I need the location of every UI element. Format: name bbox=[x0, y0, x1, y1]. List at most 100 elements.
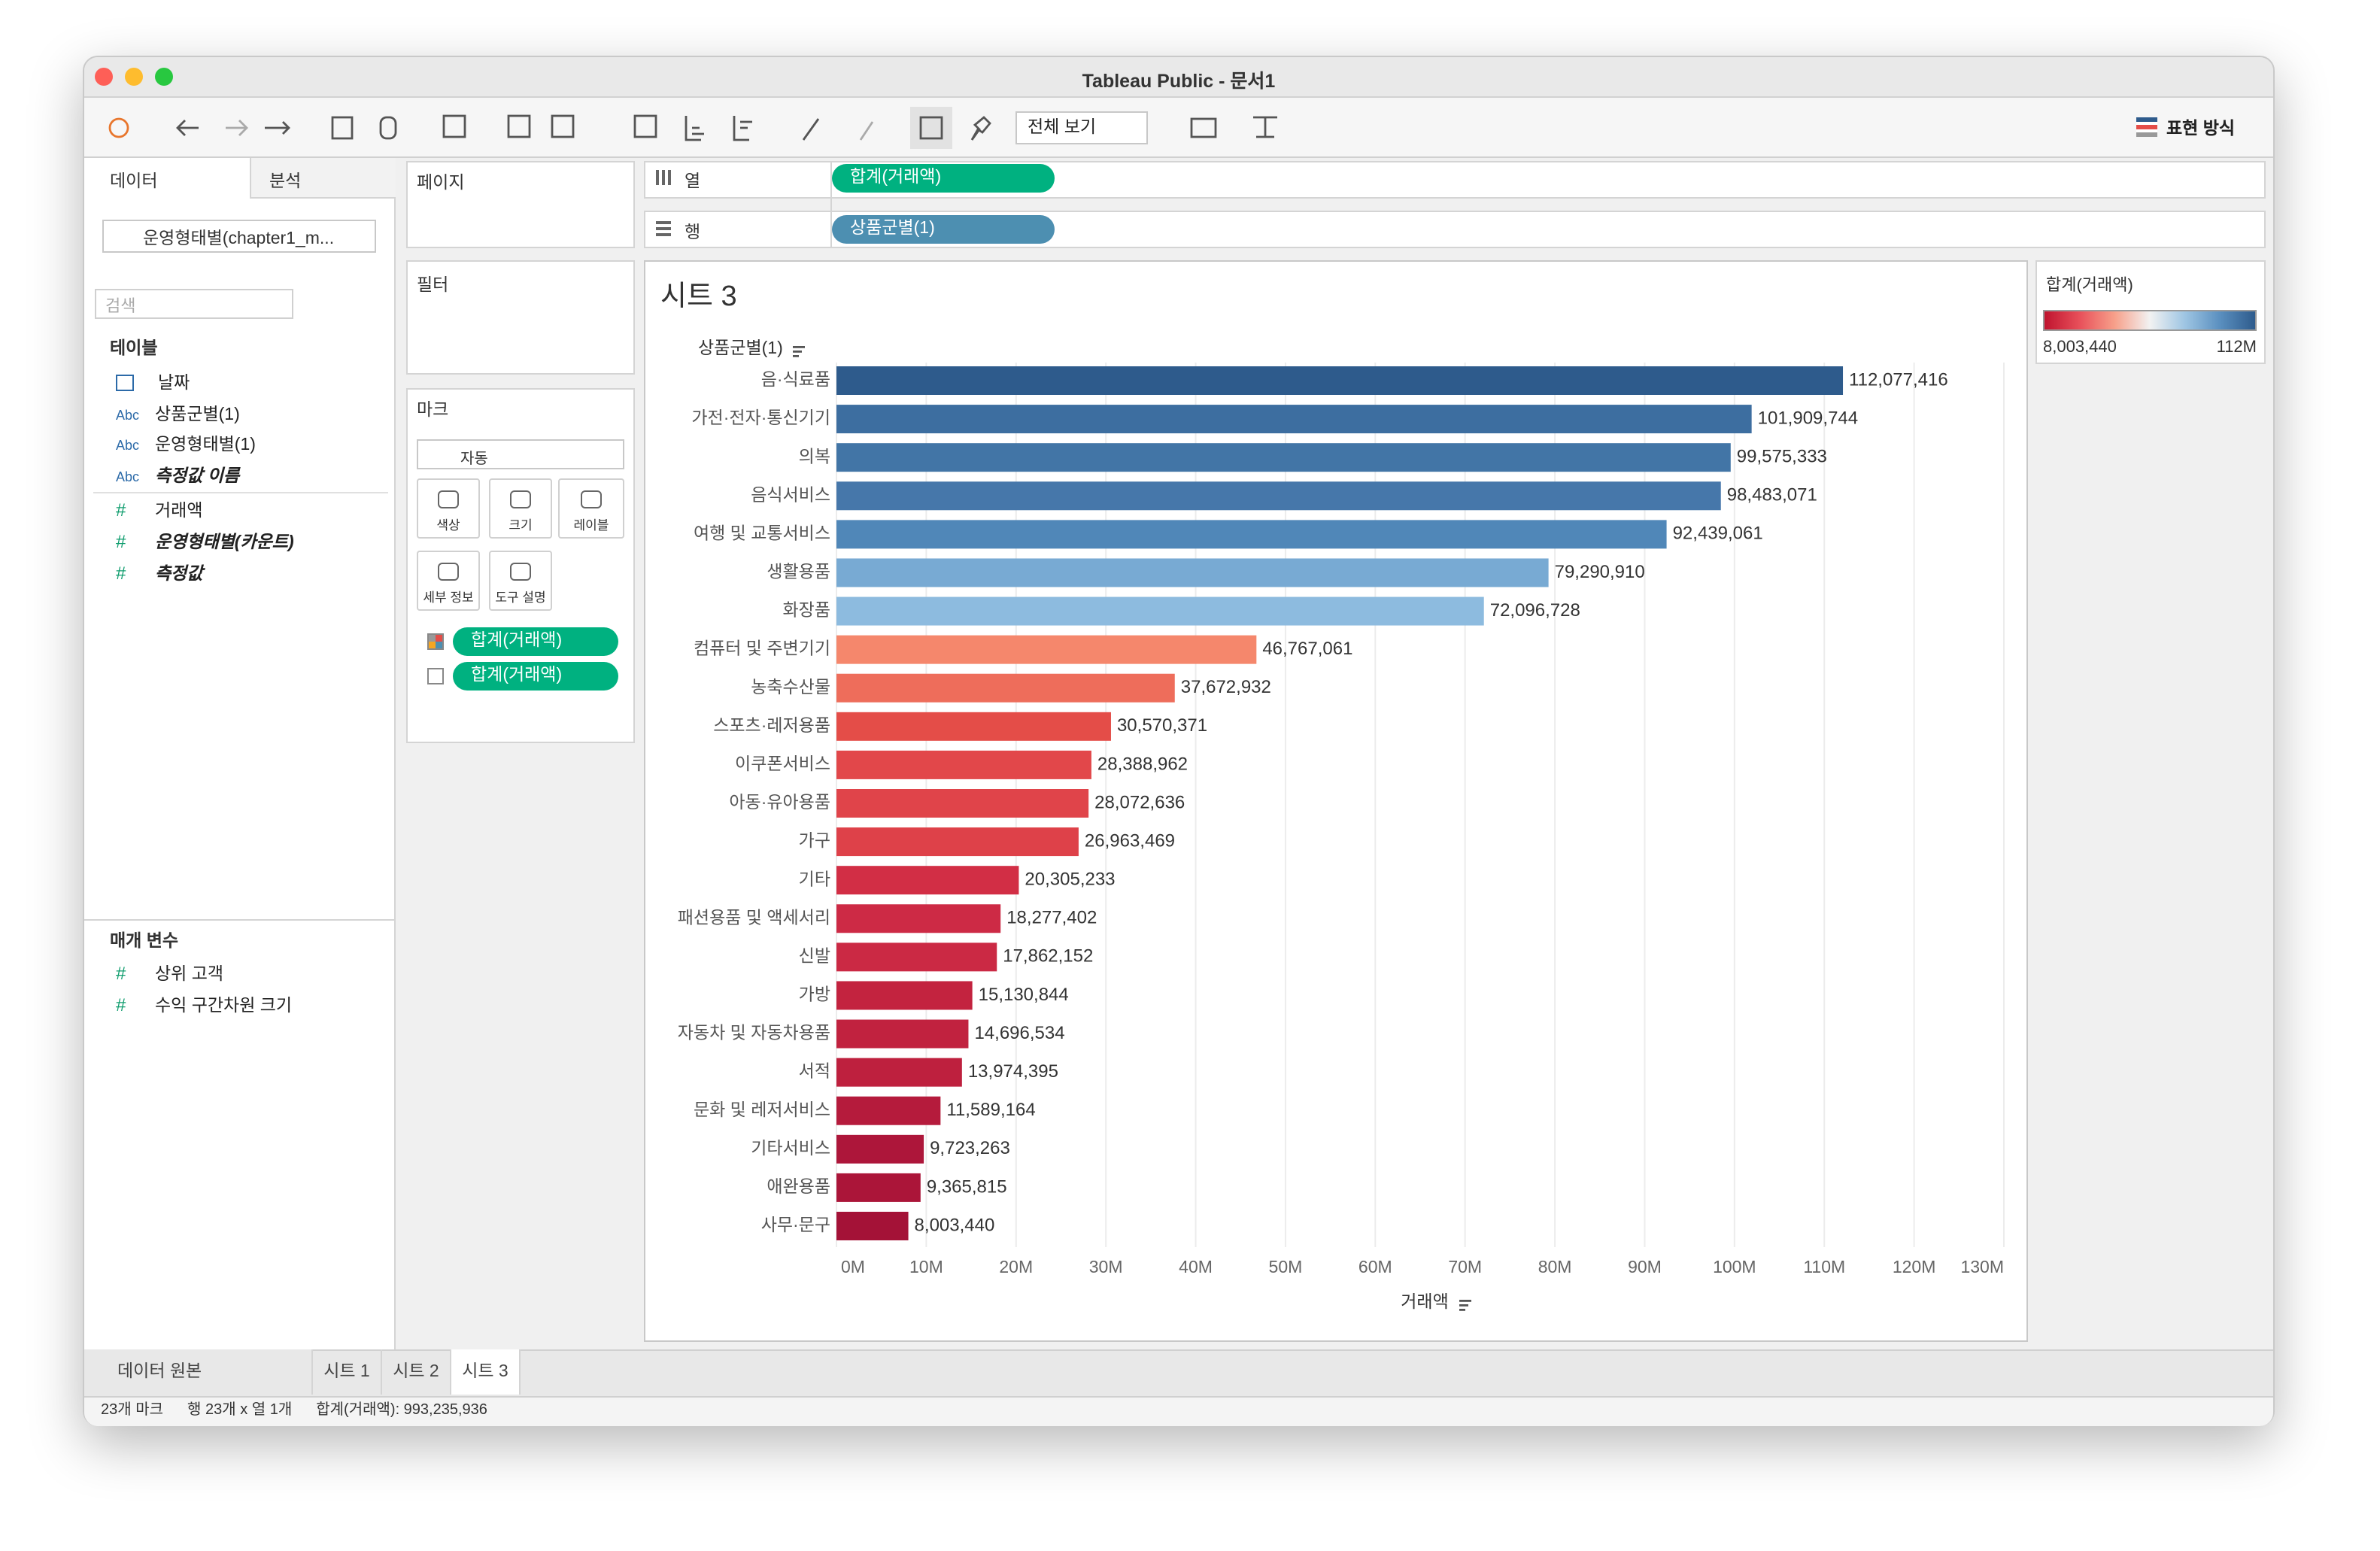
y-tick-label: 생활용품 bbox=[767, 562, 830, 581]
mark-button-label: 색상 bbox=[436, 518, 460, 533]
sort-desc-icon[interactable] bbox=[733, 116, 752, 141]
field[interactable]: # 거래액 bbox=[116, 498, 203, 522]
y-tick-label: 애완용품 bbox=[767, 1176, 830, 1196]
sheet-tab[interactable]: 시트 3 bbox=[451, 1349, 521, 1395]
fit-text: 전체 보기 bbox=[1028, 119, 1097, 137]
pane-tab[interactable]: 데이터 bbox=[110, 173, 158, 191]
parameter[interactable]: # 상위 고객 bbox=[116, 961, 223, 985]
source-tab[interactable]: 데이터 원본 bbox=[84, 1349, 313, 1395]
y-tick-label: 아동·유아용품 bbox=[729, 792, 830, 812]
swap-icon[interactable] bbox=[633, 114, 657, 138]
bar bbox=[836, 1212, 909, 1240]
fit-dropdown[interactable]: 전체 보기 bbox=[1015, 111, 1148, 144]
new-sheet-icon[interactable] bbox=[442, 114, 466, 138]
zoom-button[interactable] bbox=[155, 68, 173, 86]
x-tick-label: 40M bbox=[1179, 1257, 1213, 1276]
pin-icon[interactable] bbox=[970, 116, 991, 141]
pane-tab[interactable]: 분석 bbox=[269, 173, 302, 191]
mark-pill[interactable]: 합계(거래액) bbox=[453, 627, 618, 656]
value-label: 92,439,061 bbox=[1673, 524, 1763, 544]
forward-icon[interactable] bbox=[226, 120, 248, 136]
field[interactable]: Abc 상품군별(1) bbox=[116, 401, 240, 425]
highlight-icon[interactable] bbox=[802, 118, 820, 141]
mark-button[interactable]: 세부 정보 bbox=[417, 551, 480, 611]
value-label: 30,570,371 bbox=[1117, 715, 1207, 736]
legend-title: 합계(거래액) bbox=[2046, 277, 2133, 295]
mark-icon bbox=[510, 563, 531, 581]
bar bbox=[836, 596, 1484, 626]
x-tick-label: 110M bbox=[1803, 1257, 1845, 1276]
field[interactable]: Abc 측정값 이름 bbox=[116, 463, 239, 487]
rows-pill[interactable]: 상품군별(1) bbox=[832, 215, 1055, 244]
filters-shelf[interactable] bbox=[406, 260, 635, 375]
columns-pill[interactable]: 합계(거래액) bbox=[832, 164, 1055, 193]
y-tick-label: 자동차 및 자동차용품 bbox=[678, 1023, 830, 1043]
value-label: 101,909,744 bbox=[1758, 408, 1858, 428]
presentation-icon[interactable] bbox=[1253, 116, 1277, 138]
mark-pill[interactable]: 합계(거래액) bbox=[453, 662, 618, 691]
mark-button-label: 크기 bbox=[508, 518, 533, 533]
x-tick-label: 20M bbox=[999, 1257, 1033, 1276]
bar bbox=[836, 405, 1752, 434]
field[interactable]: # 운영형태별(카운트) bbox=[116, 530, 294, 554]
source-select[interactable] bbox=[102, 220, 376, 253]
bar bbox=[836, 789, 1089, 818]
x-tick-label: 10M bbox=[909, 1257, 943, 1276]
rows-icon bbox=[656, 221, 671, 236]
value-label: 112,077,416 bbox=[1849, 369, 1948, 390]
field-name: 측정값 이름 bbox=[155, 468, 240, 487]
mark-button[interactable]: 색상 bbox=[417, 478, 480, 539]
marks-label: 마크 bbox=[417, 402, 449, 420]
group-icon[interactable] bbox=[859, 121, 874, 141]
redo-icon[interactable] bbox=[265, 121, 290, 135]
y-tick-label: 스포츠·레저용품 bbox=[713, 715, 830, 735]
value-label: 28,388,962 bbox=[1097, 754, 1188, 774]
field[interactable]: 날짜 bbox=[116, 370, 190, 394]
parameter[interactable]: # 수익 구간차원 크기 bbox=[116, 993, 292, 1017]
pages-shelf[interactable] bbox=[406, 161, 635, 248]
value-label: 79,290,910 bbox=[1555, 562, 1645, 582]
bar bbox=[836, 558, 1549, 587]
mark-icon bbox=[581, 490, 602, 508]
field[interactable]: Abc 운영형태별(1) bbox=[116, 433, 256, 457]
sheet-tab[interactable]: 시트 1 bbox=[313, 1349, 382, 1395]
y-tick-label: 사무·문구 bbox=[761, 1215, 830, 1234]
y-tick-label: 가방 bbox=[799, 985, 830, 1004]
datasource-icon[interactable] bbox=[379, 116, 397, 140]
y-tick-label: 기타 bbox=[799, 869, 830, 888]
chart-icon[interactable] bbox=[1190, 117, 1217, 138]
show-me[interactable]: 표현 방식 bbox=[2166, 120, 2236, 138]
y-tick-label: 화장품 bbox=[783, 600, 830, 620]
search-box[interactable] bbox=[95, 289, 293, 319]
save-icon[interactable] bbox=[331, 116, 354, 140]
value-label: 14,696,534 bbox=[974, 1023, 1064, 1043]
minimize-button[interactable] bbox=[125, 68, 143, 86]
bar bbox=[836, 481, 1721, 511]
mark-button[interactable]: 크기 bbox=[489, 478, 552, 539]
mark-type-select[interactable] bbox=[417, 439, 624, 469]
y-tick-label: 음식서비스 bbox=[751, 484, 830, 504]
show-me-icon[interactable] bbox=[2136, 117, 2157, 137]
analysis-tab-bg[interactable] bbox=[250, 158, 396, 199]
value-label: 18,277,402 bbox=[1006, 908, 1097, 928]
y-tick-label: 의복 bbox=[799, 446, 830, 466]
mark-button[interactable]: 도구 설명 bbox=[489, 551, 552, 611]
label-icon[interactable] bbox=[919, 116, 943, 140]
field-name: 상품군별(1) bbox=[155, 405, 240, 424]
sheet-tab[interactable]: 시트 2 bbox=[382, 1349, 451, 1395]
label-toggle-bg[interactable] bbox=[910, 107, 952, 149]
value-label: 99,575,333 bbox=[1737, 447, 1827, 467]
sort-asc-icon[interactable] bbox=[685, 116, 704, 141]
sheet-title: 시트 3 bbox=[660, 281, 737, 312]
field[interactable]: # 측정값 bbox=[116, 561, 203, 585]
close-button[interactable] bbox=[95, 68, 113, 86]
mark-button-label: 세부 정보 bbox=[423, 590, 474, 605]
duplicate-icon[interactable] bbox=[507, 114, 531, 138]
logo-icon[interactable] bbox=[108, 117, 129, 138]
back-icon[interactable] bbox=[176, 120, 199, 136]
mark-button[interactable]: 레이블 bbox=[558, 478, 624, 539]
clear-icon[interactable] bbox=[551, 114, 575, 138]
x-tick-label: 130M bbox=[1960, 1257, 2004, 1276]
field-kind: Abc bbox=[116, 438, 140, 454]
